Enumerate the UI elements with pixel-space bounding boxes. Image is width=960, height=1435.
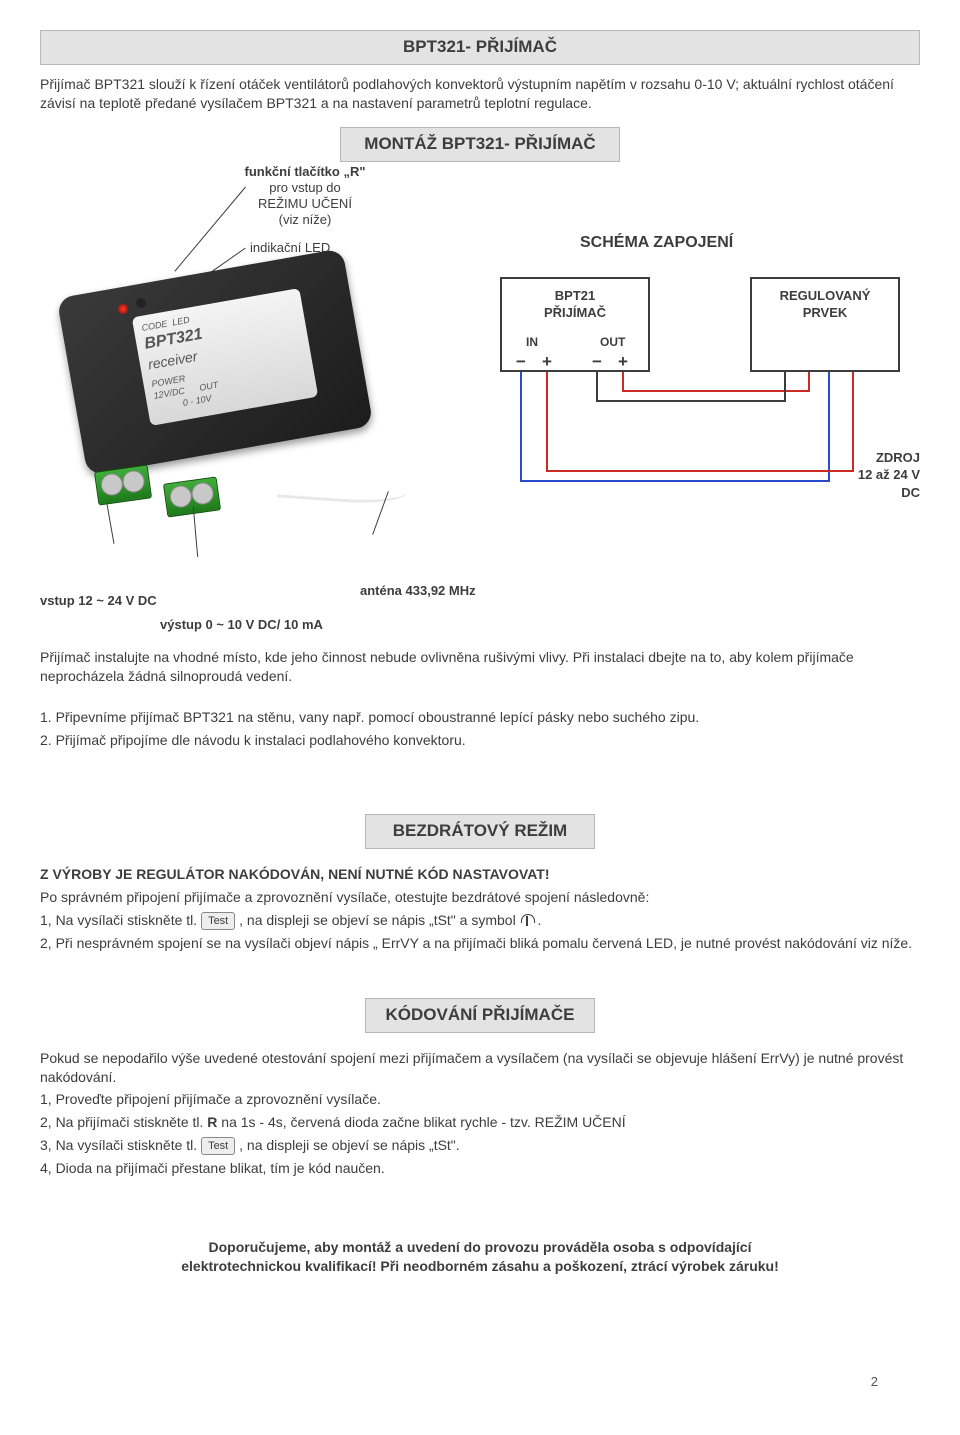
box-bpt: BPT21 PŘIJÍMAČ IN OUT − + − + — [500, 277, 650, 372]
wireless-line1: 1, Na vysílači stiskněte tl. Test , na d… — [40, 911, 920, 930]
antenna-wire — [277, 467, 409, 506]
callout-r-line1: funkční tlačítko „R" — [230, 164, 380, 180]
install-s1: 1. Připevníme přijímač BPT321 na stěnu, … — [40, 708, 920, 727]
wire — [622, 390, 810, 392]
wire — [596, 372, 598, 402]
wireless-line2: 2, Při nesprávném spojení se na vysílači… — [40, 934, 920, 953]
wireless-title: BEZDRÁTOVÝ REŽIM — [365, 814, 595, 849]
terminal-in — [94, 464, 152, 505]
vstup-label: vstup 12 ~ 24 V DC — [40, 592, 157, 610]
device-button-r — [136, 298, 146, 308]
device-small-out: OUT — [199, 379, 219, 392]
intro-text: Přijímač BPT321 slouží k řízení otáček v… — [40, 75, 920, 113]
coding-text: Pokud se nepodařilo výše uvedené otestov… — [40, 1049, 920, 1179]
wireless-line1c: . — [537, 912, 541, 928]
callout-r-line3: REŽIMU UČENÍ — [230, 196, 380, 212]
page-number: 2 — [871, 1373, 878, 1391]
polarity-plus: + — [542, 351, 552, 374]
wireless-bold: Z VÝROBY JE REGULÁTOR NAKÓDOVÁN, NENÍ NU… — [40, 866, 549, 882]
test-button-inline: Test — [201, 1137, 235, 1155]
zdroj-l2: 12 až 24 V DC — [840, 466, 920, 501]
page-title: BPT321- PŘIJÍMAČ — [40, 30, 920, 65]
polarity-plus: + — [618, 351, 628, 374]
coding-s2a: 2, Na přijímači stiskněte tl. — [40, 1114, 207, 1130]
box-bpt-l1: BPT21 — [502, 287, 648, 305]
antenna-icon — [520, 914, 534, 928]
antena-label: anténa 433,92 MHz — [360, 582, 476, 600]
wireless-line1b: , na displeji se objeví se nápis „tSt" a… — [239, 912, 516, 928]
pointer-line — [193, 507, 198, 557]
wire — [596, 400, 786, 402]
coding-s2: 2, Na přijímači stiskněte tl. R na 1s - … — [40, 1113, 920, 1132]
polarity-minus: − — [592, 351, 602, 374]
wire — [808, 372, 810, 392]
wire — [546, 372, 548, 472]
pointer-line — [107, 504, 115, 544]
coding-s2c: na 1s - 4s, červená dioda začne blikat r… — [217, 1114, 625, 1130]
box-bpt-l2: PŘIJÍMAČ — [502, 304, 648, 322]
zdroj-label: ZDROJ 12 až 24 V DC — [840, 449, 920, 502]
polarity-minus: − — [516, 351, 526, 374]
zdroj-l1: ZDROJ — [840, 449, 920, 467]
wireless-text: Z VÝROBY JE REGULÁTOR NAKÓDOVÁN, NENÍ NU… — [40, 865, 920, 953]
box-regulated: REGULOVANÝ PRVEK — [750, 277, 900, 372]
box-reg-l1: REGULOVANÝ — [752, 287, 898, 305]
vystup-label: výstup 0 ~ 10 V DC/ 10 mA — [160, 616, 323, 634]
footer-l1: Doporučujeme, aby montáž a uvedení do pr… — [40, 1238, 920, 1257]
wire — [828, 372, 830, 482]
coding-s1: 1, Proveďte připojení přijímače a zprovo… — [40, 1090, 920, 1109]
coding-title: KÓDOVÁNÍ PŘIJÍMAČE — [365, 998, 595, 1033]
device-small-010v: 0 - 10V — [182, 393, 212, 408]
montage-area: funkční tlačítko „R" pro vstup do REŽIMU… — [40, 172, 920, 592]
wiring-schematic: BPT21 PŘIJÍMAČ IN OUT − + − + REGULOVANÝ… — [500, 277, 920, 537]
coding-s3b: , na displeji se objeví se nápis „tSt". — [239, 1137, 460, 1153]
wire — [520, 372, 522, 482]
wireless-line1a: 1, Na vysílači stiskněte tl. — [40, 912, 197, 928]
install-p1: Přijímač instalujte na vhodné místo, kde… — [40, 648, 920, 686]
callout-line — [174, 186, 245, 271]
terminal-out — [163, 476, 221, 517]
wire — [520, 480, 830, 482]
coding-s2b: R — [207, 1114, 217, 1130]
box-reg-l2: PRVEK — [752, 304, 898, 322]
callout-r-line4: (viz níže) — [230, 212, 380, 228]
wireless-line0: Po správném připojení přijímače a zprovo… — [40, 888, 920, 907]
install-text: Přijímač instalujte na vhodné místo, kde… — [40, 648, 920, 750]
coding-p1: Pokud se nepodařilo výše uvedené otestov… — [40, 1049, 920, 1087]
callout-r: funkční tlačítko „R" pro vstup do REŽIMU… — [230, 164, 380, 229]
coding-s3: 3, Na vysílači stiskněte tl. Test , na d… — [40, 1136, 920, 1155]
device-illustration: CODE LED BPT321 receiver POWER 12V/DC OU… — [40, 262, 420, 502]
footer-note: Doporučujeme, aby montáž a uvedení do pr… — [40, 1238, 920, 1276]
wire — [622, 372, 624, 392]
coding-s4: 4, Dioda na přijímači přestane blikat, t… — [40, 1159, 920, 1178]
footer-l2: elektrotechnickou kvalifikací! Při neodb… — [40, 1257, 920, 1276]
callout-r-line2: pro vstup do — [230, 180, 380, 196]
test-button-inline: Test — [201, 912, 235, 930]
wire — [546, 470, 830, 472]
coding-s3a: 3, Na vysílači stiskněte tl. — [40, 1137, 201, 1153]
schema-title: SCHÉMA ZAPOJENÍ — [580, 232, 733, 254]
device-io-labels: vstup 12 ~ 24 V DC anténa 433,92 MHz výs… — [40, 592, 920, 632]
install-s2: 2. Přijímač připojíme dle návodu k insta… — [40, 731, 920, 750]
wire — [784, 372, 786, 402]
montage-title: MONTÁŽ BPT321- PŘIJÍMAČ — [340, 127, 620, 162]
io-in: IN — [526, 334, 538, 350]
io-out: OUT — [600, 334, 625, 350]
